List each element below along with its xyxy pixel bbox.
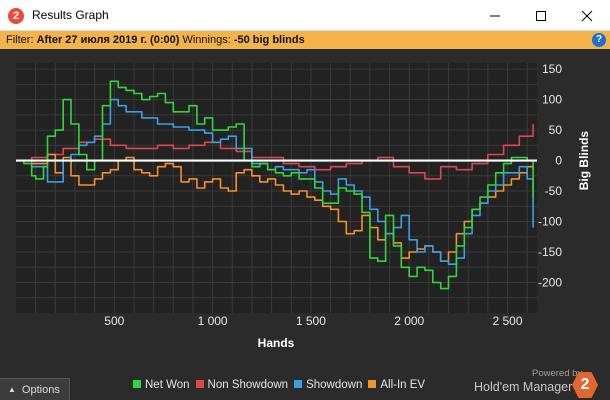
series-line-net-won: [16, 80, 534, 290]
x-tick-label: 500: [104, 314, 124, 328]
results-chart: 150 100 50 0 -50 -100 -150 -200 500 1 000 1 500 2 0…: [0, 49, 610, 374]
options-button[interactable]: ▲ Options: [0, 378, 70, 400]
close-icon: [581, 10, 593, 22]
y-tick-label: -100: [538, 215, 562, 229]
y-tick-label: 100: [542, 93, 562, 107]
winnings-label: Winnings:: [182, 34, 231, 46]
legend-label: Non Showdown: [207, 379, 289, 391]
legend-item[interactable]: Showdown: [294, 379, 362, 391]
filter-bar: Filter: After 27 июля 2019 г. (0:00) Win…: [0, 31, 610, 49]
x-tick-label: 2 500: [492, 314, 522, 328]
title-bar: 2 Results Graph: [0, 0, 610, 31]
close-button[interactable]: [564, 0, 610, 31]
legend-swatch: [368, 380, 377, 388]
winnings-value: -50 big blinds: [233, 34, 305, 46]
bottom-bar: ▲ Options Net Won Non Showdown Showdown All-…: [0, 368, 610, 400]
x-axis-label: Hands: [258, 336, 295, 350]
filter-label: Filter:: [6, 34, 34, 46]
series-line-non-showdown: [16, 124, 534, 180]
y-tick-label: -150: [538, 245, 562, 259]
legend-swatch: [133, 380, 141, 388]
legend-label: All-In EV: [380, 379, 426, 391]
legend-label: Showdown: [306, 379, 363, 391]
legend-label: Net Won: [145, 379, 190, 391]
chart-legend: Net Won Non Showdown Showdown All-In EV: [133, 379, 431, 391]
caret-up-icon: ▲: [8, 385, 16, 394]
y-tick-label: 150: [542, 62, 562, 76]
filter-value: After 27 июля 2019 г. (0:00): [36, 34, 180, 46]
brand-name: Hold'em Manager: [474, 380, 573, 394]
legend-swatch: [294, 380, 303, 388]
y-tick-label: 0: [555, 154, 562, 168]
app-logo-icon: 2: [8, 8, 24, 24]
y-tick-label: 50: [549, 123, 563, 137]
legend-item[interactable]: Net Won: [133, 379, 190, 391]
legend-swatch: [195, 380, 204, 388]
minimize-button[interactable]: [472, 0, 518, 31]
window-title: Results Graph: [32, 8, 109, 22]
help-icon[interactable]: ?: [592, 33, 606, 47]
x-tick-label: 1 500: [296, 314, 326, 328]
y-tick-label: -200: [538, 276, 562, 290]
x-tick-label: 2 000: [394, 314, 424, 328]
y-axis-label: Big Blinds: [577, 131, 591, 191]
minimize-icon: [490, 15, 500, 17]
powered-by-text: Powered by: [532, 368, 583, 379]
maximize-button[interactable]: [518, 0, 564, 31]
options-label: Options: [21, 384, 60, 396]
legend-item[interactable]: Non Showdown: [195, 379, 289, 391]
plot-background: [16, 63, 537, 313]
maximize-icon: [536, 11, 546, 21]
x-tick-label: 1 000: [198, 314, 228, 328]
y-tick-label: -50: [545, 184, 563, 198]
legend-item[interactable]: All-In EV: [368, 379, 425, 391]
